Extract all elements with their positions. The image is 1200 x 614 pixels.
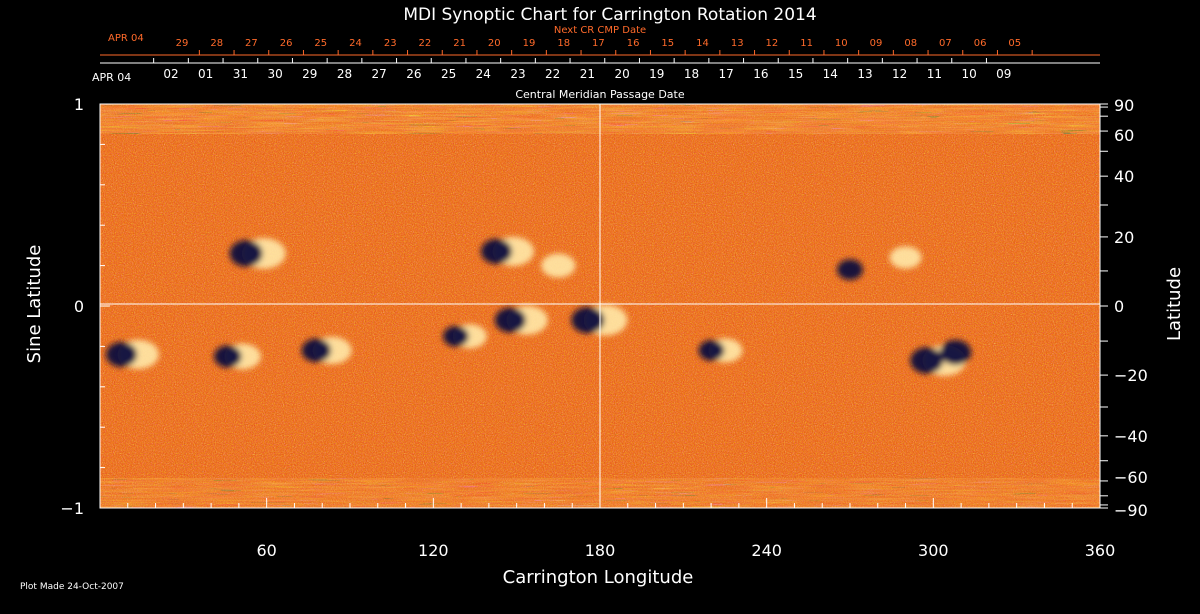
y-axis-right-label: Latitude bbox=[1164, 267, 1185, 341]
cmp-day-label: 27 bbox=[372, 67, 387, 81]
y-axis-right: 90 60 40 20 0 −20 −40 −60 −90 bbox=[1100, 96, 1148, 520]
cmp-day-label: 20 bbox=[614, 67, 629, 81]
active-region-negative bbox=[837, 259, 863, 280]
active-region-negative bbox=[443, 325, 469, 347]
chart-title: MDI Synoptic Chart for Carrington Rotati… bbox=[403, 5, 816, 25]
x-tick-label: 120 bbox=[418, 541, 449, 560]
next-day-label: 24 bbox=[349, 38, 362, 49]
cmp-date-axis: APR 04 02 01 31 30 29 28 27 26 25 24 23 22 21 20 19 18 17… bbox=[92, 58, 1100, 84]
next-day-label: 20 bbox=[488, 38, 501, 49]
cmp-day-label: 26 bbox=[406, 67, 421, 81]
cmp-day-label: 24 bbox=[476, 67, 491, 81]
next-day-label: 15 bbox=[661, 38, 674, 49]
next-day-label: 16 bbox=[627, 38, 640, 49]
next-day-label: 18 bbox=[557, 38, 570, 49]
active-region-negative bbox=[214, 345, 242, 368]
active-region-negative bbox=[494, 307, 527, 333]
cmp-day-label: 12 bbox=[892, 67, 907, 81]
next-day-label: 05 bbox=[1008, 38, 1021, 49]
y-right-tick-label: −90 bbox=[1114, 501, 1148, 520]
active-region-positive bbox=[541, 253, 576, 278]
y-right-tick-label: 60 bbox=[1114, 126, 1134, 145]
next-day-label: 09 bbox=[870, 38, 883, 49]
y-left-tick-label: 0 bbox=[74, 297, 84, 316]
y-right-tick-label: 90 bbox=[1114, 96, 1134, 115]
cmp-day-label: 02 bbox=[163, 67, 178, 81]
cmp-day-label: 13 bbox=[857, 67, 872, 81]
x-tick-label: 300 bbox=[918, 541, 949, 560]
active-region-negative bbox=[939, 339, 972, 365]
cmp-day-label: 01 bbox=[198, 67, 213, 81]
active-region-negative bbox=[698, 340, 725, 361]
y-axis-left-label: Sine Latitude bbox=[24, 245, 45, 364]
cmp-day-label: 21 bbox=[580, 67, 595, 81]
next-day-label: 08 bbox=[904, 38, 917, 49]
active-region-positive bbox=[889, 246, 922, 269]
cmp-day-label: 18 bbox=[684, 67, 699, 81]
active-region-negative bbox=[480, 238, 513, 264]
y-right-tick-label: 40 bbox=[1114, 167, 1134, 186]
next-day-label: 07 bbox=[939, 38, 952, 49]
cmp-day-label: 16 bbox=[753, 67, 768, 81]
cmp-axis-first-label: APR 04 bbox=[92, 71, 131, 84]
next-day-label: 26 bbox=[280, 38, 293, 49]
active-region-negative bbox=[571, 306, 605, 334]
active-region-negative bbox=[229, 240, 263, 267]
next-day-label: 06 bbox=[974, 38, 987, 49]
next-day-label: 12 bbox=[766, 38, 779, 49]
next-day-label: 25 bbox=[314, 38, 327, 49]
active-regions bbox=[105, 236, 972, 376]
next-day-label: 23 bbox=[384, 38, 397, 49]
cmp-day-label: 15 bbox=[788, 67, 803, 81]
cmp-day-label: 23 bbox=[510, 67, 525, 81]
next-day-label: 11 bbox=[800, 38, 813, 49]
y-right-tick-label: 20 bbox=[1114, 228, 1134, 247]
y-axis-left: 1 0 −1 bbox=[60, 95, 110, 518]
next-day-label: 13 bbox=[731, 38, 744, 49]
next-day-label: 19 bbox=[523, 38, 536, 49]
cmp-day-label: 30 bbox=[267, 67, 282, 81]
y-left-tick-label: −1 bbox=[60, 499, 84, 518]
cmp-day-label: 14 bbox=[823, 67, 838, 81]
x-tick-label: 60 bbox=[256, 541, 276, 560]
cmp-axis-label: Central Meridian Passage Date bbox=[515, 88, 684, 101]
next-day-label: 22 bbox=[419, 38, 432, 49]
active-region-negative bbox=[301, 338, 332, 363]
next-day-label: 21 bbox=[453, 38, 466, 49]
x-axis: 60 120 180 240 300 360 bbox=[127, 498, 1116, 560]
y-right-tick-label: −40 bbox=[1114, 427, 1148, 446]
next-cr-cmp-axis: APR 04 29 28 27 26 25 24 23 22 21 20 19 18 17 16 15 14 13… bbox=[100, 33, 1100, 56]
next-day-label: 17 bbox=[592, 38, 605, 49]
cmp-day-label: 19 bbox=[649, 67, 664, 81]
cmp-day-label: 29 bbox=[302, 67, 317, 81]
active-region-negative bbox=[910, 347, 944, 374]
next-day-label: 29 bbox=[176, 38, 189, 49]
cmp-day-label: 17 bbox=[719, 67, 734, 81]
cmp-day-label: 22 bbox=[545, 67, 560, 81]
y-right-tick-label: −20 bbox=[1114, 366, 1148, 385]
next-axis-first-label: APR 04 bbox=[108, 33, 144, 44]
x-tick-label: 360 bbox=[1085, 541, 1116, 560]
next-day-label: 28 bbox=[210, 38, 223, 49]
y-left-tick-label: 1 bbox=[74, 95, 84, 114]
y-right-tick-label: 0 bbox=[1114, 297, 1124, 316]
cmp-day-label: 28 bbox=[337, 67, 352, 81]
cmp-day-label: 09 bbox=[996, 67, 1011, 81]
x-axis-label: Carrington Longitude bbox=[503, 567, 694, 588]
cmp-day-label: 11 bbox=[927, 67, 942, 81]
x-tick-label: 180 bbox=[585, 541, 616, 560]
cmp-day-label: 31 bbox=[233, 67, 248, 81]
x-tick-label: 240 bbox=[751, 541, 782, 560]
cmp-day-label: 25 bbox=[441, 67, 456, 81]
plot-made-note: Plot Made 24-Oct-2007 bbox=[20, 582, 124, 592]
next-day-label: 27 bbox=[245, 38, 258, 49]
y-right-tick-label: −60 bbox=[1114, 468, 1148, 487]
cmp-day-label: 10 bbox=[961, 67, 976, 81]
next-day-label: 14 bbox=[696, 38, 709, 49]
next-day-label: 10 bbox=[835, 38, 848, 49]
next-axis-label: Next CR CMP Date bbox=[554, 25, 646, 36]
active-region-negative bbox=[105, 342, 138, 367]
